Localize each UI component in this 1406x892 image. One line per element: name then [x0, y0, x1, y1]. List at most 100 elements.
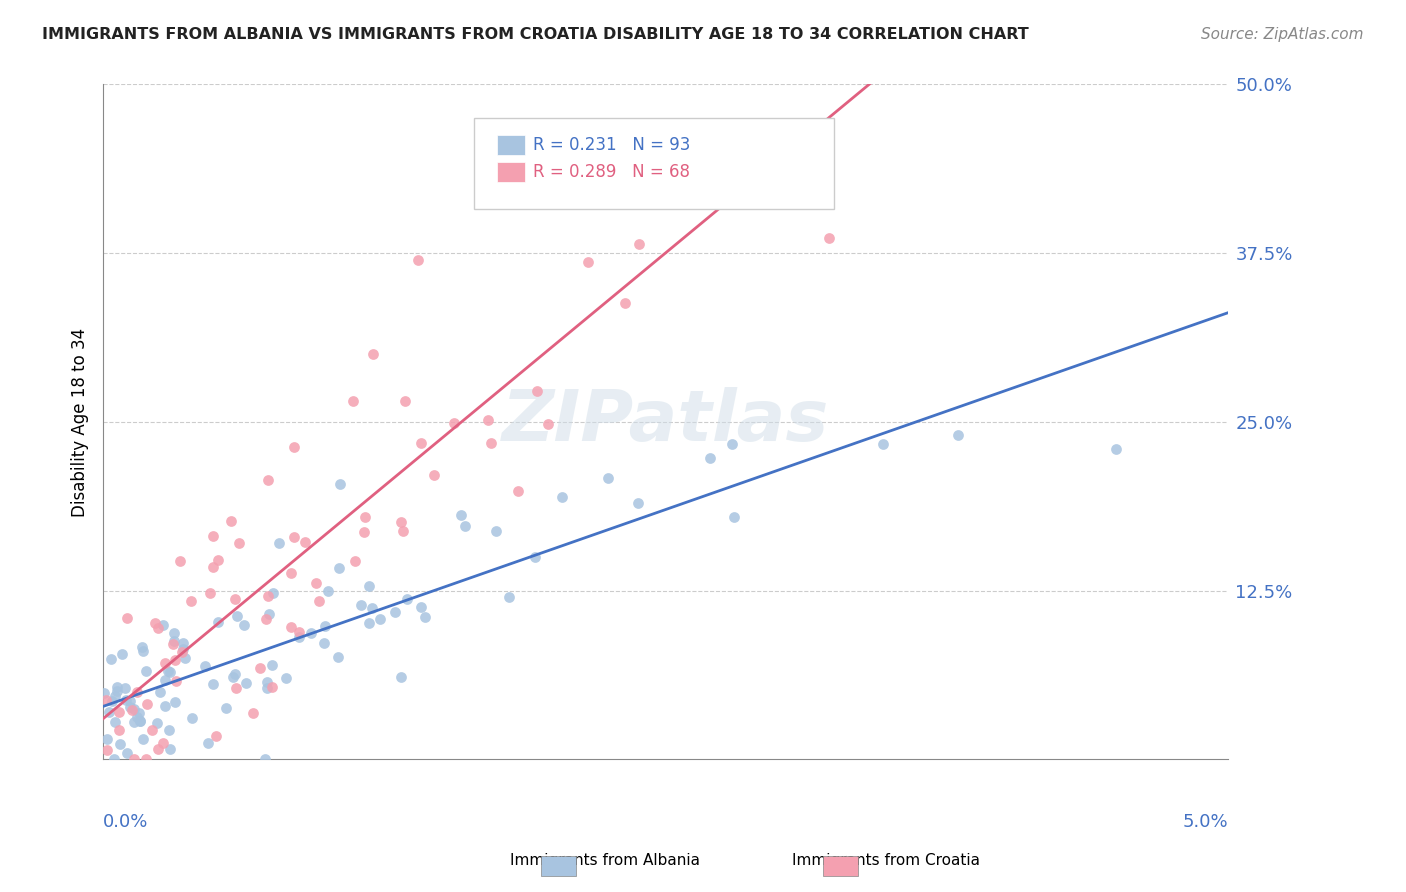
Point — [526, 384, 548, 399]
Point — [108, 706, 131, 720]
Point — [308, 594, 330, 608]
Point — [215, 701, 238, 715]
Point — [162, 637, 184, 651]
Point — [389, 515, 412, 529]
Point — [450, 508, 472, 522]
Point — [344, 554, 367, 568]
Point — [818, 231, 841, 245]
Point — [498, 590, 520, 604]
Point — [100, 694, 122, 708]
Point — [627, 496, 650, 510]
FancyBboxPatch shape — [496, 162, 524, 182]
Point — [368, 612, 391, 626]
Point — [359, 580, 381, 594]
Point — [409, 599, 432, 614]
Point — [422, 468, 444, 483]
Point — [108, 738, 131, 752]
Point — [409, 436, 432, 450]
Point — [132, 732, 155, 747]
Point — [312, 636, 335, 650]
Point — [207, 615, 229, 629]
Point — [157, 665, 180, 679]
Point — [129, 714, 152, 728]
Point — [153, 673, 176, 688]
Point — [392, 524, 415, 538]
Point — [260, 657, 283, 672]
Text: ZIPatlas: ZIPatlas — [502, 387, 830, 457]
Point — [477, 413, 499, 427]
Point — [180, 711, 202, 725]
Point — [201, 559, 224, 574]
Point — [305, 575, 328, 590]
Point — [394, 393, 416, 408]
Point — [228, 535, 250, 549]
Point — [149, 685, 172, 699]
Point — [127, 685, 149, 699]
Point — [120, 693, 142, 707]
Point — [153, 656, 176, 670]
Point — [98, 705, 121, 719]
Point — [224, 667, 246, 681]
Point — [328, 561, 350, 575]
Point — [172, 636, 194, 650]
Point — [524, 549, 547, 564]
Point — [627, 237, 650, 252]
Point — [194, 659, 217, 673]
Point — [174, 650, 197, 665]
Point — [257, 607, 280, 621]
Point — [128, 714, 150, 728]
Point — [872, 437, 894, 451]
Point — [413, 610, 436, 624]
Point — [107, 723, 129, 737]
Point — [125, 709, 148, 723]
Point — [357, 615, 380, 630]
Point — [576, 254, 599, 268]
Point — [225, 681, 247, 695]
Point — [141, 723, 163, 738]
Point — [202, 529, 225, 543]
Point — [288, 625, 311, 640]
FancyBboxPatch shape — [496, 135, 524, 155]
Point — [496, 138, 519, 153]
Point — [723, 510, 745, 524]
Text: Immigrants from Croatia: Immigrants from Croatia — [792, 854, 980, 868]
Point — [169, 554, 191, 568]
Point — [224, 592, 246, 607]
Point — [165, 695, 187, 709]
Point — [406, 252, 429, 267]
Point — [157, 723, 180, 737]
Point — [242, 706, 264, 720]
Text: Immigrants from Albania: Immigrants from Albania — [509, 854, 700, 868]
Point — [948, 428, 970, 442]
Point — [280, 620, 302, 634]
Text: IMMIGRANTS FROM ALBANIA VS IMMIGRANTS FROM CROATIA DISABILITY AGE 18 TO 34 CORRE: IMMIGRANTS FROM ALBANIA VS IMMIGRANTS FR… — [42, 27, 1029, 42]
Text: Source: ZipAtlas.com: Source: ZipAtlas.com — [1201, 27, 1364, 42]
Point — [443, 417, 465, 431]
Point — [249, 661, 271, 675]
Point — [114, 681, 136, 696]
Point — [135, 664, 157, 678]
Point — [294, 535, 316, 549]
Point — [132, 643, 155, 657]
Point — [283, 530, 305, 544]
Point — [614, 295, 637, 310]
Point — [454, 519, 477, 533]
Point — [155, 698, 177, 713]
Point — [479, 435, 502, 450]
Point — [172, 641, 194, 656]
Point — [100, 651, 122, 665]
Point — [163, 634, 186, 648]
Point — [699, 450, 721, 465]
Point — [93, 686, 115, 700]
Point — [159, 742, 181, 756]
Point — [122, 715, 145, 730]
Point — [551, 490, 574, 504]
Point — [235, 676, 257, 690]
Point — [349, 598, 371, 612]
Point — [165, 673, 187, 688]
Point — [121, 702, 143, 716]
Point — [233, 618, 256, 632]
Point — [170, 645, 193, 659]
Point — [207, 553, 229, 567]
Point — [165, 653, 187, 667]
